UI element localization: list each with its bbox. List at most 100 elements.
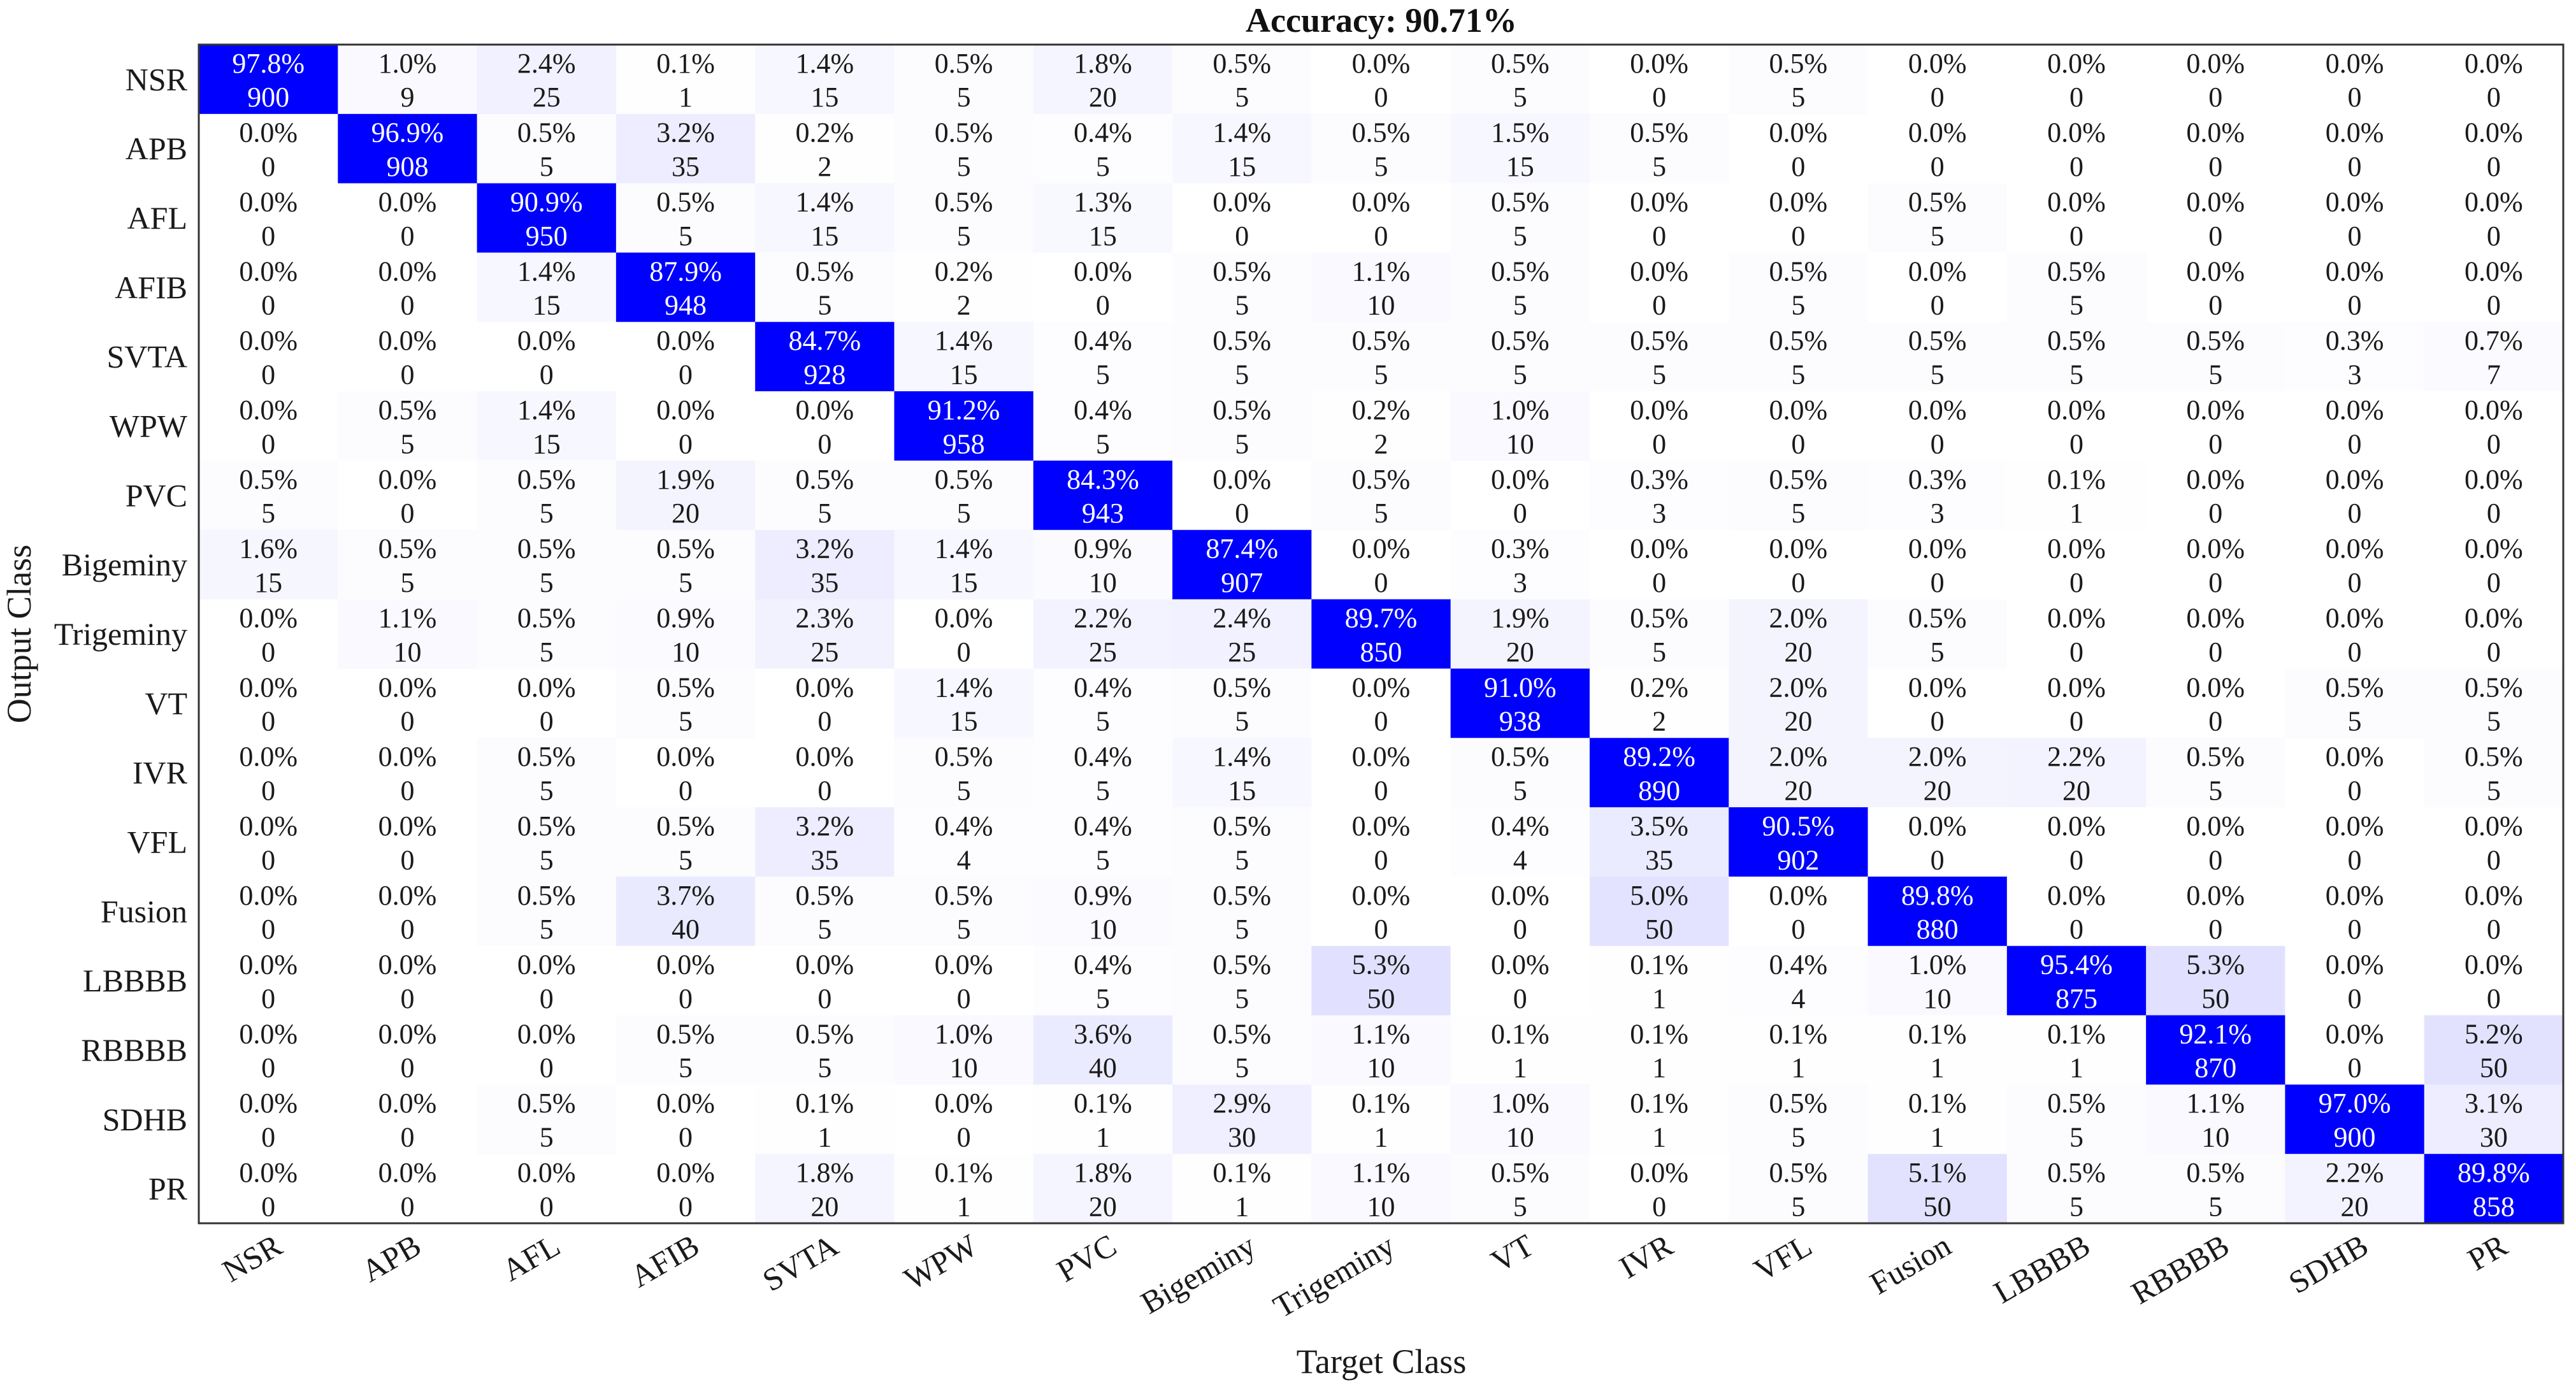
cell-count-label: 15 <box>533 290 561 321</box>
cell-WPW-LBBBB <box>2006 391 2147 461</box>
cell-percent-label: 1.4% <box>935 672 993 703</box>
cell-WPW-SDHB <box>2285 391 2425 461</box>
cell-count-label: 15 <box>810 82 838 113</box>
cell-percent-label: 96.9% <box>371 117 444 148</box>
cell-count-label: 0 <box>2487 498 2501 529</box>
cell-percent-label: 0.1% <box>1352 1088 1411 1119</box>
cell-SDHB-APB <box>338 1084 478 1154</box>
cell-percent-label: 0.0% <box>378 1088 437 1119</box>
cell-WPW-Bigeminy <box>1172 391 1312 461</box>
cell-SDHB-AFL <box>477 1084 617 1154</box>
cell-percent-label: 3.6% <box>1074 1018 1132 1049</box>
cell-percent-label: 0.0% <box>656 741 715 772</box>
cell-percent-label: 0.5% <box>1212 1018 1271 1049</box>
cell-count-label: 0 <box>540 1191 554 1222</box>
cell-PR-WPW <box>894 1154 1034 1224</box>
cell-count-label: 0 <box>2348 567 2362 598</box>
cell-percent-label: 0.4% <box>1074 672 1132 703</box>
cell-percent-label: 0.5% <box>1212 880 1271 911</box>
cell-percent-label: 5.2% <box>2464 1018 2523 1049</box>
cell-count-label: 5 <box>1652 636 1666 668</box>
cell-count-label: 0 <box>2348 220 2362 252</box>
cell-percent-label: 0.4% <box>1074 117 1132 148</box>
cell-LBBBB-Bigeminy <box>1172 945 1312 1016</box>
cell-percent-label: 0.0% <box>1908 394 1967 426</box>
cell-count-label: 5 <box>957 914 971 945</box>
cell-count-label: 0 <box>2208 636 2222 668</box>
row-label-VFL: VFL <box>127 824 187 859</box>
cell-AFL-SDHB <box>2285 183 2425 253</box>
cell-count-label: 0 <box>2487 151 2501 182</box>
cell-count-label: 0 <box>2487 82 2501 113</box>
cell-NSR-Trigeminy <box>1311 45 1451 115</box>
cell-percent-label: 0.0% <box>656 1088 715 1119</box>
cell-count-label: 0 <box>1652 290 1666 321</box>
cell-percent-label: 0.0% <box>239 880 298 911</box>
cell-percent-label: 0.0% <box>656 394 715 426</box>
cell-LBBBB-AFIB <box>615 945 756 1016</box>
cell-AFL-PR <box>2424 183 2564 253</box>
cell-percent-label: 0.5% <box>1352 464 1411 495</box>
cell-percent-label: 0.5% <box>2464 672 2523 703</box>
cell-percent-label: 0.1% <box>1074 1088 1132 1119</box>
cell-PVC-SDHB <box>2285 460 2425 531</box>
cell-count-label: 0 <box>2069 428 2083 459</box>
cell-count-label: 0 <box>261 775 275 806</box>
cell-count-label: 10 <box>1506 428 1534 459</box>
cell-Trigeminy-VFL <box>1729 599 1869 669</box>
cell-count-label: 5 <box>2069 290 2083 321</box>
cell-percent-label: 3.1% <box>2464 1088 2523 1119</box>
cell-percent-label: 0.2% <box>1352 394 1411 426</box>
cell-percent-label: 1.4% <box>935 325 993 356</box>
cell-count-label: 7 <box>2487 359 2501 391</box>
cell-percent-label: 0.1% <box>1630 949 1688 981</box>
cell-AFL-VFL <box>1729 183 1869 253</box>
cell-count-label: 0 <box>1235 498 1249 529</box>
cell-VT-Fusion <box>1867 668 2008 738</box>
cell-Fusion-NSR <box>199 876 338 947</box>
cell-Trigeminy-NSR <box>199 599 338 669</box>
cell-percent-label: 0.5% <box>795 880 854 911</box>
cell-Bigeminy-Fusion <box>1867 529 2008 600</box>
cell-percent-label: 1.8% <box>1074 1157 1132 1188</box>
cell-count-label: 20 <box>672 498 700 529</box>
cell-percent-label: 1.0% <box>1491 394 1550 426</box>
cell-count-label: 5 <box>540 844 554 875</box>
cell-count-label: 0 <box>400 706 414 737</box>
cell-percent-label: 0.0% <box>2186 880 2245 911</box>
cell-percent-label: 0.5% <box>517 533 576 564</box>
cell-percent-label: 2.4% <box>1212 602 1271 633</box>
cell-percent-label: 0.3% <box>1908 464 1967 495</box>
cell-percent-label: 0.0% <box>2186 810 2245 842</box>
cell-PR-AFL <box>477 1154 617 1224</box>
cell-count-label: 4 <box>1791 983 1805 1014</box>
column-label-LBBBB: LBBBB <box>1987 1227 2096 1310</box>
column-label-Trigeminy: Trigeminy <box>1267 1227 1400 1325</box>
cell-count-label: 20 <box>1924 775 1952 806</box>
cell-Fusion-AFL <box>477 876 617 947</box>
cell-APB-AFIB <box>615 113 756 184</box>
cell-VT-LBBBB <box>2006 668 2147 738</box>
cell-count-label: 0 <box>1931 567 1945 598</box>
cell-percent-label: 1.4% <box>517 394 576 426</box>
cell-count-label: 948 <box>665 290 707 321</box>
cell-count-label: 3 <box>1931 498 1945 529</box>
cell-count-label: 5 <box>957 82 971 113</box>
cell-count-label: 0 <box>261 1122 275 1153</box>
cell-SDHB-SVTA <box>755 1084 895 1154</box>
cell-count-label: 0 <box>400 983 414 1014</box>
cell-Trigeminy-Bigeminy <box>1172 599 1312 669</box>
cell-percent-label: 0.0% <box>1908 117 1967 148</box>
cell-AFIB-WPW <box>894 252 1034 322</box>
cell-count-label: 0 <box>1513 914 1527 945</box>
cell-percent-label: 0.5% <box>1769 255 1828 287</box>
cell-percent-label: 3.2% <box>795 533 854 564</box>
cell-percent-label: 0.0% <box>239 602 298 633</box>
cell-percent-label: 0.0% <box>239 187 298 218</box>
cell-percent-label: 5.0% <box>1630 880 1688 911</box>
cell-Bigeminy-NSR <box>199 529 338 600</box>
cell-count-label: 15 <box>254 567 282 598</box>
cell-percent-label: 0.0% <box>1630 394 1688 426</box>
cell-count-label: 5 <box>817 498 831 529</box>
cell-SDHB-SDHB <box>2285 1084 2425 1154</box>
